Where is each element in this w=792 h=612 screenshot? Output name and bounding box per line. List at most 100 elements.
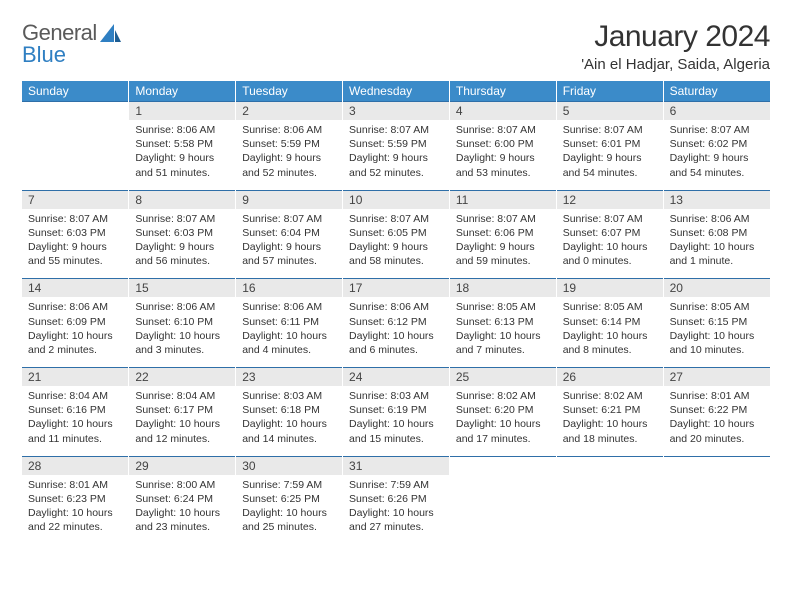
sunset-line: Sunset: 6:26 PM <box>349 492 443 506</box>
page-title: January 2024 <box>581 20 770 54</box>
day-content-cell: Sunrise: 8:02 AMSunset: 6:21 PMDaylight:… <box>556 386 663 456</box>
day-number-cell <box>22 102 129 121</box>
sunset-line: Sunset: 6:18 PM <box>242 403 336 417</box>
sunrise-line: Sunrise: 8:07 AM <box>349 123 443 137</box>
sunset-line: Sunset: 6:21 PM <box>563 403 657 417</box>
daylight-line: Daylight: 9 hours and 57 minutes. <box>242 240 336 268</box>
day-number-cell: 31 <box>343 456 450 475</box>
daylight-line: Daylight: 10 hours and 0 minutes. <box>563 240 657 268</box>
day-content-cell: Sunrise: 8:04 AMSunset: 6:16 PMDaylight:… <box>22 386 129 456</box>
calendar-table: SundayMondayTuesdayWednesdayThursdayFrid… <box>22 81 770 545</box>
sunrise-line: Sunrise: 8:07 AM <box>456 212 550 226</box>
day-content-cell: Sunrise: 8:06 AMSunset: 6:12 PMDaylight:… <box>343 297 450 367</box>
day-content-cell <box>663 475 770 545</box>
sunset-line: Sunset: 6:05 PM <box>349 226 443 240</box>
day-number-cell: 22 <box>129 368 236 387</box>
day-content-cell: Sunrise: 7:59 AMSunset: 6:25 PMDaylight:… <box>236 475 343 545</box>
day-number-cell: 20 <box>663 279 770 298</box>
day-number-cell: 6 <box>663 102 770 121</box>
sunset-line: Sunset: 6:24 PM <box>135 492 229 506</box>
sunrise-line: Sunrise: 8:03 AM <box>242 389 336 403</box>
sunset-line: Sunset: 6:23 PM <box>28 492 122 506</box>
sunrise-line: Sunrise: 8:07 AM <box>242 212 336 226</box>
day-number-cell: 30 <box>236 456 343 475</box>
sunset-line: Sunset: 6:01 PM <box>563 137 657 151</box>
daylight-line: Daylight: 9 hours and 58 minutes. <box>349 240 443 268</box>
day-content-cell: Sunrise: 8:02 AMSunset: 6:20 PMDaylight:… <box>449 386 556 456</box>
daylight-line: Daylight: 9 hours and 56 minutes. <box>135 240 229 268</box>
day-content-cell: Sunrise: 8:00 AMSunset: 6:24 PMDaylight:… <box>129 475 236 545</box>
sunrise-line: Sunrise: 8:07 AM <box>563 212 657 226</box>
daylight-line: Daylight: 9 hours and 54 minutes. <box>563 151 657 179</box>
sunrise-line: Sunrise: 8:07 AM <box>135 212 229 226</box>
sunrise-line: Sunrise: 8:06 AM <box>28 300 122 314</box>
sunrise-line: Sunrise: 8:03 AM <box>349 389 443 403</box>
sunrise-line: Sunrise: 8:06 AM <box>242 123 336 137</box>
day-number-cell: 10 <box>343 190 450 209</box>
sunrise-line: Sunrise: 7:59 AM <box>349 478 443 492</box>
day-number-cell: 25 <box>449 368 556 387</box>
daylight-line: Daylight: 10 hours and 6 minutes. <box>349 329 443 357</box>
daylight-line: Daylight: 10 hours and 8 minutes. <box>563 329 657 357</box>
weekday-header: Friday <box>556 81 663 102</box>
day-content-cell: Sunrise: 8:05 AMSunset: 6:15 PMDaylight:… <box>663 297 770 367</box>
daylight-line: Daylight: 10 hours and 4 minutes. <box>242 329 336 357</box>
sunrise-line: Sunrise: 8:02 AM <box>563 389 657 403</box>
sunset-line: Sunset: 5:58 PM <box>135 137 229 151</box>
weekday-header: Saturday <box>663 81 770 102</box>
sunset-line: Sunset: 6:02 PM <box>670 137 764 151</box>
day-content-cell: Sunrise: 8:06 AMSunset: 5:58 PMDaylight:… <box>129 120 236 190</box>
sunset-line: Sunset: 6:16 PM <box>28 403 122 417</box>
day-content-cell: Sunrise: 8:05 AMSunset: 6:13 PMDaylight:… <box>449 297 556 367</box>
day-content-cell: Sunrise: 8:07 AMSunset: 6:04 PMDaylight:… <box>236 209 343 279</box>
header: General Blue January 2024 'Ain el Hadjar… <box>22 20 770 73</box>
day-number-cell: 23 <box>236 368 343 387</box>
daylight-line: Daylight: 10 hours and 17 minutes. <box>456 417 550 445</box>
sunset-line: Sunset: 6:03 PM <box>28 226 122 240</box>
day-content-cell: Sunrise: 8:07 AMSunset: 6:00 PMDaylight:… <box>449 120 556 190</box>
day-number-cell: 14 <box>22 279 129 298</box>
day-number-cell: 9 <box>236 190 343 209</box>
sunset-line: Sunset: 6:06 PM <box>456 226 550 240</box>
sunset-line: Sunset: 6:10 PM <box>135 315 229 329</box>
day-content-cell: Sunrise: 8:07 AMSunset: 6:01 PMDaylight:… <box>556 120 663 190</box>
sunrise-line: Sunrise: 8:07 AM <box>28 212 122 226</box>
weekday-header: Wednesday <box>343 81 450 102</box>
day-number-cell: 3 <box>343 102 450 121</box>
day-number-cell: 24 <box>343 368 450 387</box>
day-number-cell: 15 <box>129 279 236 298</box>
day-number-cell: 11 <box>449 190 556 209</box>
day-content-cell: Sunrise: 8:07 AMSunset: 6:02 PMDaylight:… <box>663 120 770 190</box>
day-number-cell: 2 <box>236 102 343 121</box>
location-text: 'Ain el Hadjar, Saida, Algeria <box>581 56 770 73</box>
daylight-line: Daylight: 10 hours and 12 minutes. <box>135 417 229 445</box>
sunrise-line: Sunrise: 8:04 AM <box>135 389 229 403</box>
day-content-cell: Sunrise: 8:07 AMSunset: 6:06 PMDaylight:… <box>449 209 556 279</box>
day-number-row: 14151617181920 <box>22 279 770 298</box>
sunrise-line: Sunrise: 8:07 AM <box>349 212 443 226</box>
daylight-line: Daylight: 10 hours and 7 minutes. <box>456 329 550 357</box>
sunset-line: Sunset: 6:25 PM <box>242 492 336 506</box>
sunset-line: Sunset: 5:59 PM <box>349 137 443 151</box>
day-content-cell: Sunrise: 8:06 AMSunset: 6:11 PMDaylight:… <box>236 297 343 367</box>
sunset-line: Sunset: 6:00 PM <box>456 137 550 151</box>
day-number-cell: 5 <box>556 102 663 121</box>
daylight-line: Daylight: 9 hours and 53 minutes. <box>456 151 550 179</box>
logo: General Blue <box>22 20 122 68</box>
sunrise-line: Sunrise: 8:06 AM <box>670 212 764 226</box>
daylight-line: Daylight: 9 hours and 59 minutes. <box>456 240 550 268</box>
sunrise-line: Sunrise: 7:59 AM <box>242 478 336 492</box>
sunset-line: Sunset: 6:03 PM <box>135 226 229 240</box>
sunrise-line: Sunrise: 8:05 AM <box>670 300 764 314</box>
day-content-row: Sunrise: 8:07 AMSunset: 6:03 PMDaylight:… <box>22 209 770 279</box>
title-block: January 2024 'Ain el Hadjar, Saida, Alge… <box>581 20 770 73</box>
day-content-cell: Sunrise: 8:03 AMSunset: 6:18 PMDaylight:… <box>236 386 343 456</box>
sunrise-line: Sunrise: 8:01 AM <box>670 389 764 403</box>
day-content-cell <box>449 475 556 545</box>
day-content-cell: Sunrise: 8:06 AMSunset: 6:10 PMDaylight:… <box>129 297 236 367</box>
daylight-line: Daylight: 10 hours and 15 minutes. <box>349 417 443 445</box>
day-number-cell: 29 <box>129 456 236 475</box>
sunset-line: Sunset: 6:12 PM <box>349 315 443 329</box>
weekday-header-row: SundayMondayTuesdayWednesdayThursdayFrid… <box>22 81 770 102</box>
sunrise-line: Sunrise: 8:01 AM <box>28 478 122 492</box>
